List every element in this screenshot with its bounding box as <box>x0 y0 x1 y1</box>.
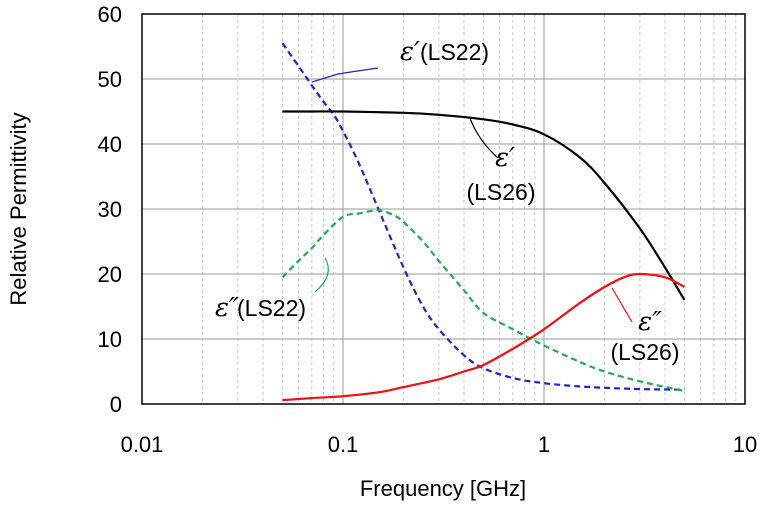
y-tick-label: 30 <box>98 197 122 222</box>
y-axis-title: Relative Permittivity <box>6 112 31 305</box>
series <box>281 42 686 402</box>
y-tick-label: 0 <box>110 392 122 417</box>
annotation-label: (LS26) <box>610 339 679 365</box>
series-eps-dprime-ls26-line <box>282 272 686 402</box>
annotation-symbol: ε″ <box>215 293 239 323</box>
annotation-label: (LS22) <box>420 39 489 65</box>
annotation-symbol: ε′ <box>495 143 515 173</box>
y-tick-label: 10 <box>98 327 122 352</box>
x-tick-label: 0.1 <box>328 432 359 457</box>
y-tick-label: 40 <box>98 132 122 157</box>
annotation-leader <box>469 117 499 159</box>
annotations: ε′ (LS22)ε′(LS26)ε″(LS22) ε″(LS26) <box>215 37 680 365</box>
annotation-label: (LS26) <box>466 179 535 205</box>
annotation-leader <box>314 257 329 293</box>
annotation-symbol: ε′ <box>400 37 420 67</box>
x-tick-label: 10 <box>733 432 757 457</box>
series-eps-prime-ls22-line <box>281 42 685 391</box>
annotation-symbol: ε″ <box>638 307 662 337</box>
y-tick-label: 20 <box>98 262 122 287</box>
x-tick-label: 1 <box>538 432 550 457</box>
y-tick-label: 50 <box>98 67 122 92</box>
annotation-leader <box>611 287 633 323</box>
annotation-label: (LS22) <box>237 295 306 321</box>
y-tick-label: 60 <box>98 2 122 27</box>
x-tick-label: 0.01 <box>121 432 164 457</box>
series-eps-prime-ls26-line <box>282 110 686 301</box>
x-axis-title: Frequency [GHz] <box>360 476 526 501</box>
annotation-leader <box>311 67 379 83</box>
tick-labels: 0.01 0.1 1 10 0 10 20 30 40 50 60 <box>98 2 758 457</box>
grid <box>142 14 745 404</box>
plot-frame <box>141 13 746 405</box>
